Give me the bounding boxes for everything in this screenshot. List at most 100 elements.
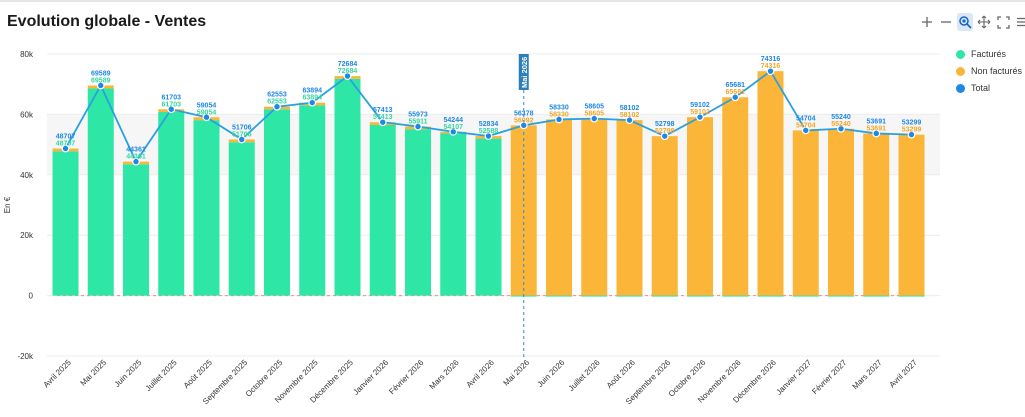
bar-non-factures [581,118,608,296]
data-label-factures: 61703 [162,101,182,108]
data-label-factures: 51706 [232,131,252,138]
total-point [731,93,740,102]
bar-non-factures [898,134,925,296]
zoom-in-icon[interactable] [919,13,935,31]
data-label-total: 54704 [796,115,816,122]
chart-legend: Facturés Non facturés Total [956,46,1022,97]
total-point [660,132,669,141]
x-tick-label: Juin 2026 [536,358,567,389]
total-point [766,67,775,76]
x-tick-label: Avril 2026 [464,358,496,390]
bar-factures [475,138,502,296]
total-point [801,126,810,135]
x-tick-label: Août 2026 [605,358,638,391]
y-tick-label: 20k [20,231,34,240]
data-label-non-factures: 53691 [867,125,887,132]
total-point [96,81,105,90]
data-label-total: 58605 [585,104,605,111]
x-tick-label: Février 2026 [387,358,426,397]
bar-non-factures [722,97,749,296]
x-tick-label: Mai 2025 [79,358,109,388]
legend-label-non-factures: Non facturés [971,66,1023,76]
total-point [837,124,845,133]
data-label-factures: 59054 [197,109,217,116]
total-point [555,115,563,124]
data-label-factures: 48707 [56,141,76,148]
bar-factures [193,120,220,296]
y-tick-label: 40k [20,171,34,180]
total-point [308,98,317,107]
data-label-factures: 62553 [267,99,287,106]
top-border [0,0,1025,2]
data-label-total: 65681 [726,82,746,89]
total-point [907,130,916,139]
bar-factures [87,88,114,296]
chart-toolbar [919,12,1025,32]
data-label-total: 59102 [690,102,710,109]
x-tick-label: Avril 2027 [887,358,919,390]
data-label-total: 53299 [902,120,922,127]
total-point [696,113,704,122]
bar-non-factures [616,120,643,296]
x-tick-label: Janvier 2026 [351,358,390,397]
total-point [343,72,352,80]
x-tick-label: Août 2025 [182,358,215,391]
y-tick-label: 80k [20,50,34,59]
cursor-badge-label: Mai 2026 [520,57,529,88]
bar-non-factures [687,117,713,296]
data-label-factures: 44361 [126,154,146,161]
total-point [237,135,246,144]
pan-icon[interactable] [976,13,992,31]
data-label-total: 57413 [373,107,393,114]
data-label-total: 61703 [162,94,182,101]
data-label-non-factures: 55240 [831,121,851,128]
legend-label-total: Total [971,83,991,93]
data-label-total: 74316 [761,56,781,63]
legend-marker-factures [956,49,965,59]
bar-factures [440,133,467,296]
data-label-total: 54244 [444,117,464,124]
data-label-total: 52834 [479,121,499,128]
data-label-non-factures: 54704 [796,122,816,129]
x-tick-label: Mars 2027 [851,358,884,391]
bar-factures [228,142,255,296]
legend-marker-total [956,83,965,93]
total-point [449,127,458,136]
data-label-non-factures: 58102 [620,112,640,119]
data-label-total: 52798 [655,121,675,128]
total-point [167,105,176,114]
data-label-total: 48707 [56,134,76,141]
zoom-selection-icon[interactable] [957,13,973,31]
data-label-non-factures: 59102 [690,109,710,116]
legend-item-non-factures[interactable]: Non facturés [956,63,1022,79]
data-label-total: 53691 [867,118,887,125]
reset-zoom-icon[interactable] [995,13,1011,31]
x-tick-label: Juillet 2025 [144,358,179,393]
data-label-total: 44361 [126,147,146,154]
bar-factures [299,105,326,296]
legend-item-factures[interactable]: Facturés [956,46,1022,62]
zoom-out-icon[interactable] [938,13,954,31]
bar-factures [264,109,290,296]
total-point [590,114,599,123]
data-label-factures: 69589 [91,77,111,84]
bar-factures [616,294,643,297]
bar-factures [405,129,431,296]
menu-icon[interactable] [1014,13,1025,31]
data-label-total: 62553 [267,92,287,99]
legend-item-total[interactable]: Total [956,80,1022,96]
bar-non-factures [792,130,819,296]
data-label-total: 56378 [514,110,534,117]
data-label-non-factures: 58605 [585,111,605,118]
total-point [414,122,422,131]
bar-non-factures [863,133,890,296]
total-point [61,144,70,153]
data-label-factures: 63894 [303,95,323,102]
bar-factures [158,111,185,296]
x-tick-label: Mars 2026 [428,358,461,391]
legend-label-factures: Facturés [971,49,1007,59]
data-label-non-factures: 65681 [726,89,746,96]
data-label-total: 63894 [303,88,323,95]
data-label-total: 58330 [549,104,569,111]
